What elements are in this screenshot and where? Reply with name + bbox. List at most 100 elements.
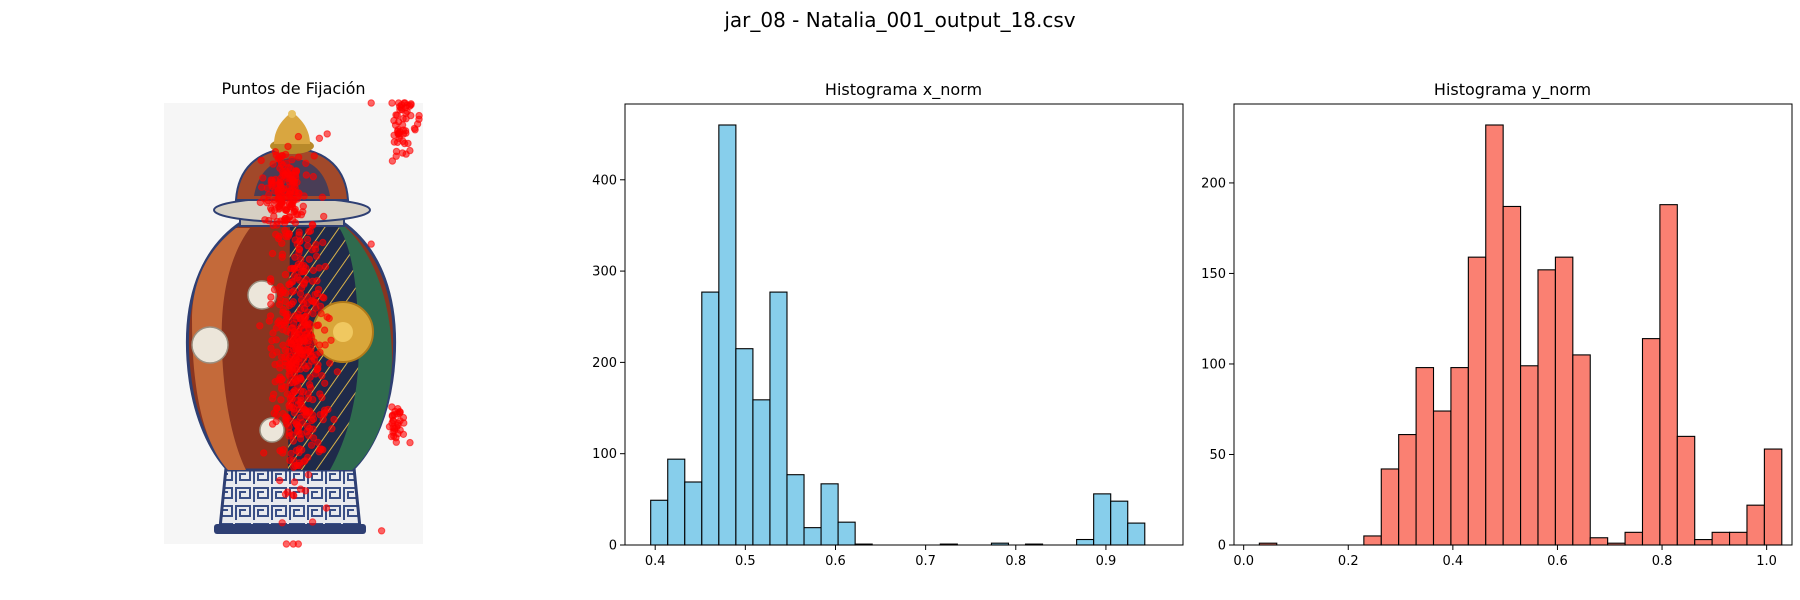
fixation-point: [317, 309, 325, 318]
fixation-title: Puntos de Fijación: [221, 79, 365, 98]
fixation-point: [303, 299, 311, 308]
histogram-y-bar: [1450, 367, 1469, 546]
histogram-y-ytick-label: 50: [1209, 448, 1226, 463]
fixation-point: [299, 202, 307, 211]
fixation-point: [295, 276, 304, 284]
histogram-x-xtick-label: 0.4: [645, 554, 666, 569]
histogram-x-bar: [1127, 522, 1146, 546]
histogram-y-bar: [1432, 410, 1452, 546]
fixation-point: [296, 374, 305, 382]
histogram-y-title: Histograma y_norm: [1434, 80, 1591, 100]
fixation-point: [295, 448, 303, 457]
fixation-point: [396, 102, 404, 111]
fixation-point: [300, 458, 308, 466]
fixation-point: [404, 139, 412, 148]
fixation-point: [290, 492, 298, 500]
fixation-point: [302, 171, 310, 179]
fixation-point: [311, 290, 319, 299]
fixation-point: [322, 504, 331, 512]
fixation-point: [309, 172, 317, 181]
fixation-point: [285, 347, 293, 355]
histogram-x-title: Histograma x_norm: [825, 80, 982, 100]
fixation-point: [411, 126, 419, 134]
fixation-point: [318, 372, 326, 380]
fixation-point: [260, 449, 268, 457]
histogram-x-bar: [1110, 500, 1129, 546]
histogram-y-xtick-label: 0.4: [1443, 554, 1464, 569]
fixation-point: [317, 445, 325, 453]
histogram-x-xtick-label: 0.9: [1096, 554, 1117, 569]
fixation-point: [302, 312, 310, 321]
histogram-y-bar: [1520, 365, 1539, 546]
fixation-point: [398, 149, 407, 157]
fixation-point: [285, 428, 294, 437]
fixation-point: [415, 111, 423, 120]
fixation-point: [407, 100, 415, 108]
histogram-y-xtick-label: 0.8: [1652, 554, 1673, 569]
fixation-point: [288, 324, 296, 332]
fixation-point: [289, 203, 297, 212]
histogram-x-bars: [650, 124, 1146, 546]
histogram-x-ytick-label: 200: [592, 356, 617, 371]
fixation-point: [267, 344, 275, 352]
fixation-point: [312, 252, 321, 260]
fixation-point: [300, 361, 308, 370]
fixation-point: [310, 355, 319, 364]
histogram-y-xtick-label: 0.6: [1547, 554, 1568, 569]
histogram-y-bar: [1763, 448, 1783, 546]
fixation-point: [300, 346, 308, 355]
fixation-point: [270, 285, 279, 294]
fixation-point: [323, 130, 331, 138]
fixation-point: [297, 255, 305, 264]
histogram-x-bar: [718, 124, 737, 546]
fixation-point: [287, 194, 295, 202]
fixation-point: [315, 134, 324, 143]
fixation-point: [278, 152, 286, 160]
histogram-x-xtick-label: 0.5: [735, 554, 756, 569]
histogram-x-bar: [701, 291, 720, 546]
fixation-point: [308, 518, 317, 526]
fixation-point: [275, 232, 283, 241]
fixation-point: [269, 390, 278, 398]
fixation-point: [295, 249, 303, 257]
histogram-y-ytick-label: 0: [1218, 539, 1226, 554]
histogram-y-frame: [1233, 103, 1793, 546]
fixation-point: [283, 488, 292, 496]
fixation-point: [270, 212, 278, 220]
fixation-point: [282, 413, 290, 422]
fixation-point: [313, 321, 321, 330]
fixation-point: [302, 159, 310, 168]
fixation-point: [278, 519, 286, 527]
fixation-point: [333, 368, 342, 376]
fixation-point: [308, 416, 316, 425]
fixation-point: [277, 321, 285, 329]
fixation-point: [315, 264, 323, 272]
histogram-x-bar: [769, 291, 788, 546]
fixation-point: [287, 449, 295, 458]
histogram-x-frame: [624, 103, 1184, 546]
fixation-point: [275, 376, 283, 384]
fixation-point: [266, 312, 275, 320]
fixation-point: [330, 415, 338, 424]
histogram-y-bar: [1363, 535, 1382, 546]
fixation-point: [285, 401, 293, 409]
fixation-point: [279, 169, 288, 177]
fixation-point: [388, 157, 397, 165]
fixation-point: [304, 471, 313, 479]
histogram-x-bar: [735, 348, 754, 546]
fixation-point: [321, 262, 330, 271]
fixation-point: [269, 160, 277, 168]
fixation-point: [390, 424, 399, 433]
histogram-y-bar: [1589, 537, 1609, 546]
fixation-point: [392, 111, 400, 119]
histogram-y-bar: [1380, 468, 1400, 546]
fixation-point: [285, 316, 293, 324]
fixation-point: [291, 236, 299, 244]
fixation-point: [288, 181, 296, 190]
fixation-point: [314, 285, 323, 294]
fixation-point: [263, 184, 271, 192]
fixation-point: [283, 420, 291, 428]
fixation-point: [278, 239, 286, 247]
fixation-point: [392, 147, 401, 156]
